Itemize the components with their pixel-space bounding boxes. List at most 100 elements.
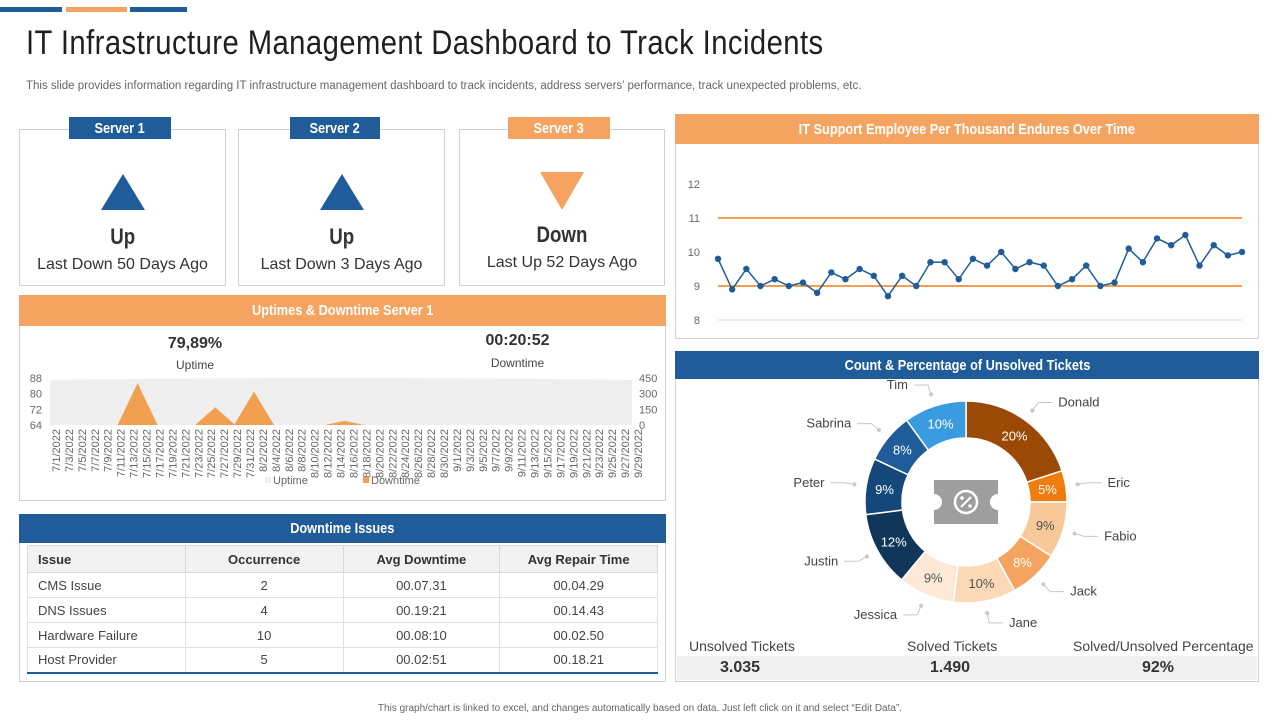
leader-dot bbox=[1075, 482, 1080, 487]
data-point bbox=[1026, 259, 1033, 266]
y-left-tick-label: 80 bbox=[30, 389, 42, 401]
uptime-downtime-chart: 88 80 72 64 450 300 150 0 7/1/2022 7/3/2022 7/5/20… bbox=[30, 373, 658, 487]
leader-line bbox=[1042, 584, 1065, 593]
ticket-icon bbox=[934, 480, 998, 524]
ticket-percent-slash bbox=[960, 496, 972, 508]
leader-line bbox=[913, 384, 932, 395]
legend-label-downtime: Downtime bbox=[371, 475, 420, 487]
uptime-panel: Uptimes & Downtime Server 1 79,89% Uptim… bbox=[19, 295, 666, 501]
x-tick-label: 7/5/2022 bbox=[77, 429, 89, 472]
x-tick-label: 9/19/2022 bbox=[568, 429, 580, 478]
leader-line bbox=[844, 556, 868, 562]
page-subtitle: This slide provides information regardin… bbox=[26, 80, 862, 92]
ticket-percent-dot bbox=[960, 496, 964, 500]
data-point bbox=[1012, 265, 1019, 273]
leader-dot bbox=[1041, 582, 1046, 587]
slice-data-label: 5% bbox=[1038, 482, 1057, 497]
data-point bbox=[1238, 248, 1246, 256]
footer-note: This graph/chart is linked to excel, and… bbox=[377, 703, 903, 714]
server-1-status: Up bbox=[110, 224, 135, 249]
x-tick-label: 8/28/2022 bbox=[426, 429, 438, 478]
data-point bbox=[927, 259, 934, 266]
data-point bbox=[1167, 242, 1175, 249]
data-point bbox=[743, 265, 750, 273]
downtime-label: Downtime bbox=[490, 356, 545, 370]
x-tick-label: 8/30/2022 bbox=[439, 429, 451, 478]
up-arrow-icon bbox=[320, 174, 364, 210]
x-tick-label: 8/4/2022 bbox=[271, 429, 283, 472]
table-cell: 00.14.43 bbox=[499, 597, 658, 623]
ticket-ring bbox=[953, 489, 979, 515]
slice-name-label: Jack bbox=[1070, 584, 1097, 599]
issues-panel: Downtime Issues Issue Occurrence Avg Dow… bbox=[19, 514, 666, 682]
slice-data-label: 10% bbox=[968, 576, 994, 591]
y-right-tick-label: 300 bbox=[639, 389, 657, 401]
server-3-status: Down bbox=[536, 222, 588, 247]
x-tick-label: 7/23/2022 bbox=[193, 429, 205, 478]
downtime-value: 00:20:52 bbox=[485, 332, 550, 349]
x-tick-label: 9/11/2022 bbox=[517, 429, 529, 477]
x-tick-label: 9/13/2022 bbox=[530, 429, 542, 478]
donut-panel: Count & Percentage of Unsolved Tickets 2… bbox=[675, 351, 1259, 682]
data-point bbox=[913, 282, 920, 290]
uptime-area bbox=[50, 378, 632, 425]
slice-name-label: Fabio bbox=[1104, 528, 1137, 543]
issues-panel-title: Downtime Issues bbox=[19, 514, 666, 543]
data-point bbox=[884, 293, 892, 300]
y-tick-label: 10 bbox=[688, 247, 700, 259]
table-cell: 00.19:21 bbox=[342, 597, 501, 623]
leader-dot bbox=[1030, 408, 1035, 413]
y-right-tick-label: 450 bbox=[639, 373, 657, 385]
leader-dot bbox=[864, 554, 869, 559]
x-tick-label: 8/20/2022 bbox=[374, 429, 386, 478]
top-accent-bar-2 bbox=[66, 7, 127, 12]
x-tick-label: 7/17/2022 bbox=[154, 429, 166, 478]
leader-dot bbox=[919, 603, 924, 608]
x-tick-label: 9/23/2022 bbox=[594, 429, 606, 478]
line-chart-title: IT Support Employee Per Thousand Endures… bbox=[675, 114, 1259, 144]
y-tick-label: 9 bbox=[694, 281, 700, 293]
unsolved-tickets-label: Unsolved Tickets bbox=[689, 638, 795, 654]
x-tick-label: 7/1/2022 bbox=[51, 429, 63, 472]
slice-name-label: Sabrina bbox=[806, 416, 852, 431]
slice-data-label: 9% bbox=[1036, 518, 1055, 533]
unsolved-tickets-donut-chart: 20% Donald 5% Eric 9% Fabio 8% Jack 10% Jane 9% Jes… bbox=[793, 380, 1137, 630]
y-tick-label: 8 bbox=[694, 315, 700, 327]
uptime-value: 79,89% bbox=[167, 335, 223, 352]
table-cell: 00.02:51 bbox=[342, 647, 501, 673]
data-point bbox=[856, 265, 863, 273]
x-tick-label: 8/24/2022 bbox=[400, 429, 412, 478]
data-point bbox=[799, 279, 807, 286]
data-point bbox=[757, 282, 764, 290]
downtime-spike bbox=[195, 407, 236, 425]
x-tick-label: 8/2/2022 bbox=[258, 429, 270, 472]
data-point bbox=[1153, 235, 1161, 242]
server-2-label: Server 2 bbox=[290, 117, 380, 139]
leader-dot bbox=[1072, 531, 1077, 536]
slice-data-label: 8% bbox=[893, 442, 912, 457]
page-title: IT Infrastructure Management Dashboard t… bbox=[26, 24, 824, 62]
leader-line bbox=[857, 423, 880, 431]
table-row: Host Provider 5 00.02:51 00.18.21 bbox=[27, 647, 658, 673]
data-point bbox=[870, 272, 877, 279]
data-point bbox=[1040, 262, 1047, 269]
y-left-tick-label: 72 bbox=[30, 404, 42, 416]
x-tick-label: 9/3/2022 bbox=[465, 429, 477, 472]
x-tick-label: 8/16/2022 bbox=[348, 429, 360, 478]
server-3-note: Last Up 52 Days Ago bbox=[486, 254, 638, 271]
x-tick-label: 7/11/2022 bbox=[116, 429, 128, 477]
leader-line bbox=[830, 482, 855, 485]
down-arrow-icon bbox=[540, 172, 584, 210]
data-point bbox=[728, 286, 736, 293]
x-tick-label: 7/3/2022 bbox=[64, 429, 76, 472]
legend-label-uptime: Uptime bbox=[273, 475, 308, 487]
slice-data-label: 12% bbox=[881, 535, 907, 550]
slice-data-label: 20% bbox=[1001, 428, 1027, 443]
server-2-note: Last Down 3 Days Ago bbox=[260, 256, 423, 273]
x-tick-label: 7/7/2022 bbox=[90, 429, 102, 472]
data-point bbox=[969, 255, 977, 262]
slice-data-label: 9% bbox=[924, 571, 943, 586]
table-cell: 00.18.21 bbox=[499, 647, 658, 673]
table-cell: 5 bbox=[184, 647, 344, 673]
data-point bbox=[714, 255, 722, 262]
